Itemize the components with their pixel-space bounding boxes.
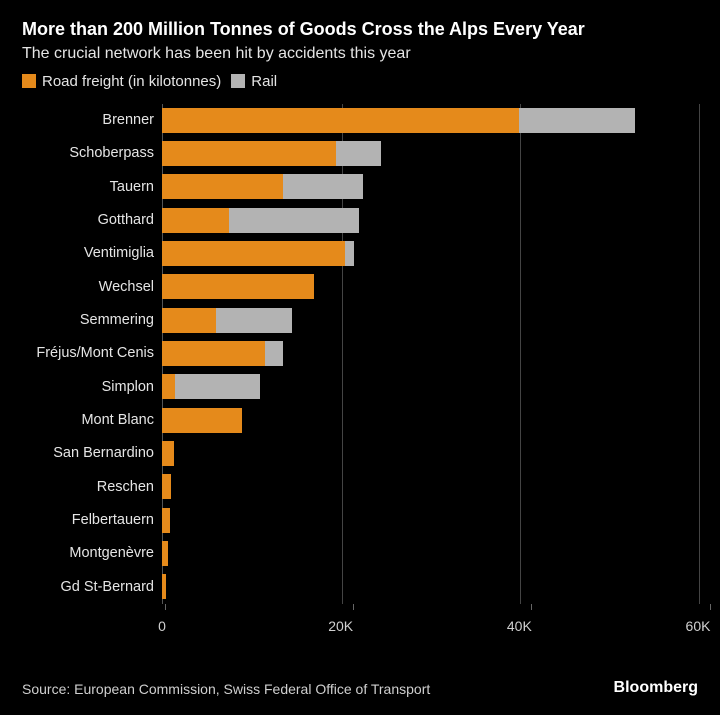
- legend-label-rail: Rail: [251, 73, 277, 90]
- brand-logo: Bloomberg: [614, 679, 698, 697]
- bar-segment-road: [162, 208, 229, 233]
- bar: [162, 341, 698, 366]
- bar-segment-road: [162, 474, 171, 499]
- bar-segment-rail: [216, 308, 292, 333]
- table-row: San Bernardino: [22, 437, 698, 470]
- category-label: Mont Blanc: [22, 412, 154, 428]
- table-row: Gd St-Bernard: [22, 570, 698, 603]
- bar-segment-road: [162, 374, 175, 399]
- category-label: Tauern: [22, 179, 154, 195]
- x-tick: 20K: [341, 604, 366, 634]
- category-label: Felbertauern: [22, 512, 154, 528]
- legend-swatch-rail: [231, 74, 245, 88]
- table-row: Mont Blanc: [22, 404, 698, 437]
- bar-segment-rail: [283, 174, 363, 199]
- category-label: Brenner: [22, 112, 154, 128]
- source-text: Source: European Commission, Swiss Feder…: [22, 681, 430, 697]
- bar: [162, 208, 698, 233]
- table-row: Tauern: [22, 170, 698, 203]
- legend: Road freight (in kilotonnes) Rail: [22, 73, 698, 90]
- bar-segment-road: [162, 341, 265, 366]
- category-label: Schoberpass: [22, 145, 154, 161]
- table-row: Felbertauern: [22, 504, 698, 537]
- bar: [162, 541, 698, 566]
- bar-segment-rail: [345, 241, 354, 266]
- bar: [162, 408, 698, 433]
- bar-segment-road: [162, 541, 168, 566]
- legend-item-road: Road freight (in kilotonnes): [22, 73, 221, 90]
- bar-segment-road: [162, 108, 519, 133]
- bar-segment-road: [162, 174, 283, 199]
- chart-footer: Source: European Commission, Swiss Feder…: [22, 679, 698, 697]
- category-label: Simplon: [22, 379, 154, 395]
- x-tick-label: 0: [158, 618, 166, 634]
- legend-label-road: Road freight (in kilotonnes): [42, 73, 221, 90]
- bar-segment-rail: [229, 208, 359, 233]
- bar: [162, 141, 698, 166]
- bar-segment-road: [162, 274, 314, 299]
- bar-segment-road: [162, 408, 242, 433]
- category-label: Fréjus/Mont Cenis: [22, 345, 154, 361]
- category-label: San Bernardino: [22, 445, 154, 461]
- table-row: Schoberpass: [22, 137, 698, 170]
- bar: [162, 441, 698, 466]
- bar-segment-road: [162, 308, 216, 333]
- chart-plot: Brenner Schoberpass Tauern Gotthard Ventimig…: [22, 104, 698, 644]
- bar: [162, 474, 698, 499]
- bar: [162, 241, 698, 266]
- grid-line: [699, 104, 700, 604]
- table-row: Semmering: [22, 304, 698, 337]
- bar: [162, 174, 698, 199]
- category-label: Ventimiglia: [22, 245, 154, 261]
- category-label: Semmering: [22, 312, 154, 328]
- table-row: Montgenèvre: [22, 537, 698, 570]
- bar: [162, 574, 698, 599]
- bar-segment-road: [162, 141, 336, 166]
- table-row: Fréjus/Mont Cenis: [22, 337, 698, 370]
- x-tick: 60K: [698, 604, 720, 634]
- x-tick-label: 20K: [328, 618, 353, 634]
- bar-segment-road: [162, 441, 174, 466]
- bar-segment-rail: [265, 341, 283, 366]
- table-row: Simplon: [22, 370, 698, 403]
- x-tick: 40K: [519, 604, 544, 634]
- category-label: Gotthard: [22, 212, 154, 228]
- category-label: Wechsel: [22, 279, 154, 295]
- chart-subtitle: The crucial network has been hit by acci…: [22, 45, 698, 63]
- category-label: Gd St-Bernard: [22, 579, 154, 595]
- chart-title: More than 200 Million Tonnes of Goods Cr…: [22, 18, 698, 41]
- bar: [162, 274, 698, 299]
- table-row: Wechsel: [22, 270, 698, 303]
- x-tick-label: 60K: [686, 618, 711, 634]
- x-tick: 0: [162, 604, 170, 634]
- bar: [162, 374, 698, 399]
- bar-segment-road: [162, 574, 166, 599]
- bar: [162, 108, 698, 133]
- bar-segment-rail: [175, 374, 260, 399]
- legend-item-rail: Rail: [231, 73, 277, 90]
- category-label: Reschen: [22, 479, 154, 495]
- bar-segment-rail: [336, 141, 381, 166]
- bar-segment-road: [162, 508, 170, 533]
- table-row: Brenner: [22, 104, 698, 137]
- table-row: Ventimiglia: [22, 237, 698, 270]
- category-label: Montgenèvre: [22, 545, 154, 561]
- table-row: Reschen: [22, 470, 698, 503]
- bar-segment-road: [162, 241, 345, 266]
- bar-segment-rail: [519, 108, 635, 133]
- x-tick-label: 40K: [507, 618, 532, 634]
- bar: [162, 508, 698, 533]
- legend-swatch-road: [22, 74, 36, 88]
- table-row: Gotthard: [22, 204, 698, 237]
- bar: [162, 308, 698, 333]
